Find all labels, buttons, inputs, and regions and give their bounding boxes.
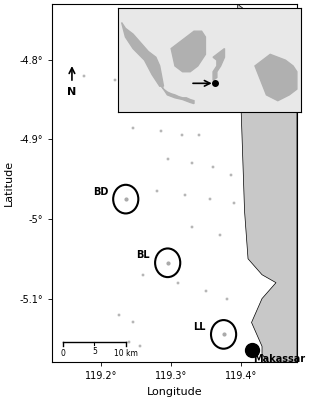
Circle shape	[113, 185, 138, 213]
Polygon shape	[122, 22, 164, 86]
Polygon shape	[237, 4, 297, 362]
Circle shape	[155, 249, 180, 277]
Circle shape	[211, 320, 236, 349]
Text: BD: BD	[93, 187, 108, 197]
Text: LL: LL	[194, 322, 206, 332]
Y-axis label: Latitude: Latitude	[4, 160, 14, 206]
Text: 0: 0	[60, 349, 65, 358]
Polygon shape	[213, 49, 224, 81]
Polygon shape	[162, 86, 194, 103]
Polygon shape	[255, 55, 297, 101]
Text: 5: 5	[92, 347, 97, 356]
X-axis label: Longitude: Longitude	[147, 387, 202, 397]
Text: Makassar: Makassar	[253, 354, 305, 364]
Text: BL: BL	[137, 250, 150, 260]
Text: N: N	[67, 87, 77, 97]
Text: 10 km: 10 km	[114, 349, 138, 358]
Polygon shape	[171, 31, 206, 72]
